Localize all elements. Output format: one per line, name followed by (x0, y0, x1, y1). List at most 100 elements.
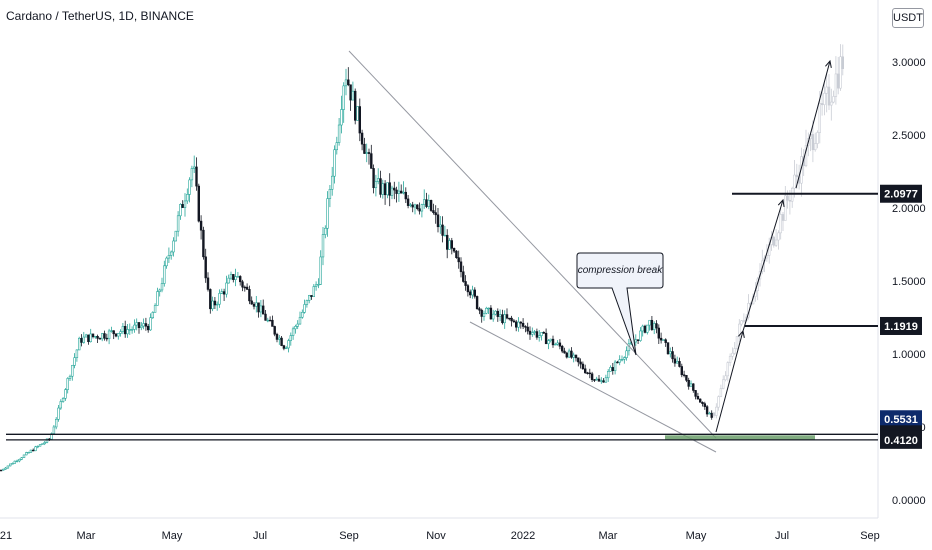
candle-body (179, 204, 182, 217)
candle-body (358, 106, 361, 134)
candle-body (689, 383, 693, 387)
candle-body (703, 403, 707, 407)
projected-candle-body (827, 86, 831, 106)
candle-body (312, 286, 315, 297)
candle-body (103, 333, 106, 339)
projected-candle-body (818, 103, 822, 133)
candle-body (248, 289, 251, 302)
candle-body (669, 351, 672, 355)
candle-body (501, 314, 504, 324)
candle-body (388, 182, 391, 196)
candle-body (349, 84, 352, 101)
candle-body (427, 200, 430, 207)
candle-body (662, 339, 665, 341)
candle-body (512, 320, 516, 323)
candle-body (59, 401, 63, 409)
candle-body (374, 181, 378, 189)
candle-body (50, 433, 53, 440)
candle-body (301, 311, 304, 318)
candle-body (195, 166, 198, 187)
candle-body (390, 187, 394, 196)
candle-body (464, 281, 467, 286)
candle-body (381, 183, 384, 195)
candle-body (94, 336, 97, 338)
candle-body (165, 257, 168, 267)
candle-body (140, 325, 143, 329)
candle-body (239, 276, 242, 283)
candle-body (542, 332, 546, 334)
candle-body (356, 106, 359, 121)
candle-body (98, 338, 102, 340)
candle-body (696, 396, 700, 400)
candle-body (611, 367, 615, 371)
projected-candle-body (772, 236, 776, 246)
chart-title: Cardano / TetherUS, 1D, BINANCE (6, 9, 194, 23)
candle-body (671, 351, 674, 360)
candle-body (641, 325, 644, 332)
candle-body (284, 347, 288, 350)
candle-body (574, 354, 578, 359)
candle-body (593, 379, 596, 381)
compression-callout-text: compression break (578, 265, 663, 276)
candle-body (510, 317, 513, 322)
projected-candle-body (823, 92, 826, 106)
candle-body (229, 274, 233, 279)
y-tick-label: 1.5000 (892, 276, 926, 288)
candle-body (243, 286, 246, 289)
quote-currency-badge[interactable]: USDT (892, 8, 924, 28)
candle-body (296, 323, 299, 327)
candle-body (563, 350, 566, 354)
candle-body (379, 178, 382, 195)
projected-candle-body (834, 73, 838, 97)
candle-body (620, 359, 624, 361)
x-tick-label: Mar (77, 530, 96, 542)
candle-body (126, 329, 129, 335)
candle-body (107, 330, 111, 340)
candle-body (68, 375, 72, 379)
candle-body (6, 465, 10, 469)
price-label-text: 2.0977 (884, 189, 918, 201)
candle-body (303, 304, 306, 313)
projected-candle-body (786, 195, 789, 201)
candle-body (29, 449, 33, 453)
projected-candle-body (788, 199, 792, 202)
price-label-box (880, 316, 922, 335)
candle-body (491, 313, 495, 320)
candle-body (652, 323, 656, 330)
candle-body (75, 349, 79, 358)
candle-body (326, 198, 329, 229)
candle-body (705, 406, 709, 415)
projected-candle-body (781, 214, 785, 221)
candle-body (84, 334, 88, 338)
x-tick-label: Nov (426, 530, 446, 542)
candle-body (572, 354, 575, 358)
candle-body (441, 224, 444, 236)
projection-arrow-2 (742, 199, 784, 332)
candle-body (298, 316, 302, 325)
candle-body (137, 322, 141, 329)
price-label-text: 0.5531 (884, 414, 918, 426)
candle-body (117, 333, 120, 337)
candle-body (156, 291, 159, 306)
candle-body (245, 286, 249, 290)
candle-body (422, 199, 426, 205)
candle-body (443, 234, 447, 237)
candle-body (395, 189, 398, 194)
candle-body (613, 361, 617, 371)
candle-body (487, 307, 490, 310)
candle-body (289, 335, 292, 341)
projected-candle-body (841, 56, 845, 70)
candle-body (305, 300, 309, 305)
projected-candle-body (742, 320, 746, 322)
projected-candle-body (735, 336, 739, 349)
projected-candle-body (728, 356, 732, 363)
candle-body (13, 460, 16, 464)
candle-body (216, 303, 219, 306)
candle-body (659, 337, 663, 341)
candle-body (78, 337, 81, 351)
candle-body (307, 295, 311, 301)
candle-body (142, 323, 145, 327)
candle-body (66, 378, 69, 390)
candle-body (38, 444, 42, 447)
